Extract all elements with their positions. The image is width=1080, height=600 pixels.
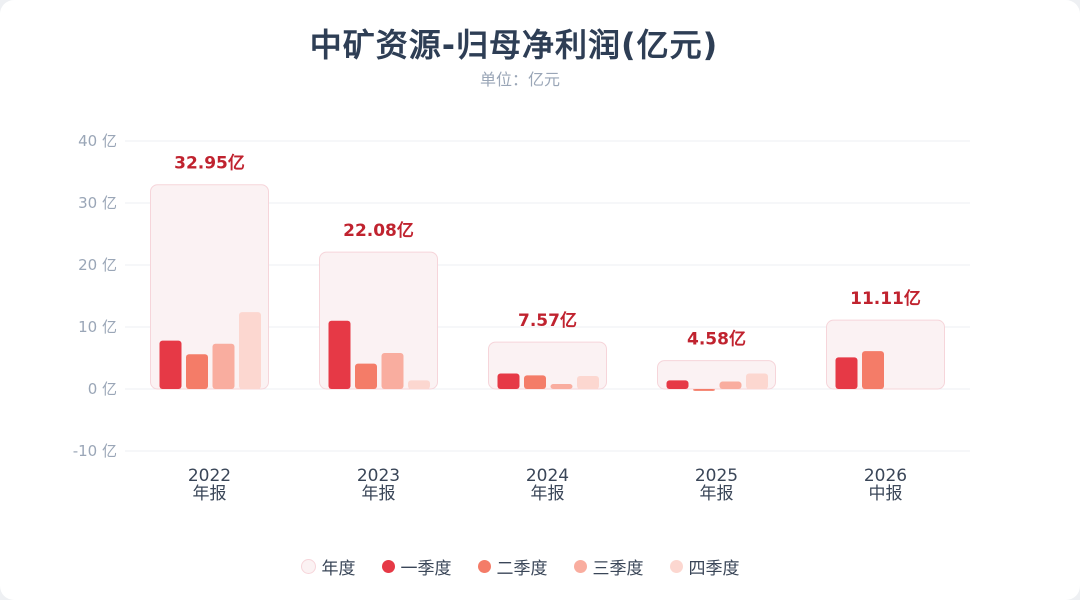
annual-value-label: 22.08亿 [343,220,414,241]
x-tick-period: 年报 [362,484,396,504]
x-tick-year: 2023 [357,466,400,486]
legend-swatch-q3 [573,560,587,573]
x-tick-year: 2024 [526,466,569,486]
legend-item-q3[interactable]: 三季度 [573,554,644,579]
y-tick-label: 40 亿 [78,132,117,150]
chart-subtitle: 单位：亿元 [479,70,560,89]
legend-item-q4[interactable]: 四季度 [669,554,740,579]
quarter-bar [746,373,768,389]
quarter-bar [381,353,404,389]
legend-label-q3: 三季度 [592,559,644,579]
legend-item-q1[interactable]: 一季度 [381,554,452,579]
legend-swatch-q4 [669,560,683,573]
quarter-bar [835,357,858,389]
y-tick-label: 20 亿 [78,256,117,274]
legend-label-annual: 年度 [321,559,356,579]
quarter-bar [408,380,430,389]
legend-item-annual[interactable]: 年度 [300,554,356,579]
y-tick-label: 30 亿 [78,194,117,212]
annual-value-label: 32.95亿 [174,153,245,174]
legend-label-q1: 一季度 [400,559,452,579]
legend-swatch-annual [300,559,316,574]
quarter-bar [355,363,377,389]
legend-label-q4: 四季度 [688,559,740,579]
quarter-bar [862,351,884,389]
x-tick-year: 2026 [864,466,907,486]
quarter-bar [186,354,208,389]
y-tick-label: 10 亿 [78,318,117,336]
legend-item-q2[interactable]: 二季度 [477,554,548,579]
x-tick-period: 中报 [869,484,903,504]
x-tick-period: 年报 [700,484,734,504]
quarter-bar [550,384,573,389]
annual-value-label: 4.58亿 [687,329,746,350]
quarter-bar [239,312,261,389]
y-tick-label: 0 亿 [88,380,117,398]
x-tick-year: 2022 [188,466,231,486]
quarter-bar [666,380,689,389]
quarter-bar [328,320,351,389]
quarter-bar [524,375,546,389]
legend-label-q2: 二季度 [496,559,548,579]
quarter-bar [212,343,235,389]
annual-value-label: 7.57亿 [518,310,577,331]
quarter-bar [497,373,520,389]
quarter-bar [719,381,742,389]
y-tick-label: -10 亿 [73,442,117,460]
quarter-bar [159,340,182,389]
quarter-bar [577,375,599,389]
legend-swatch-q1 [381,560,395,573]
chart-legend: 年度 一季度 二季度 三季度 四季度 [0,554,1040,579]
x-tick-period: 年报 [531,484,565,504]
annual-value-label: 11.11亿 [850,288,921,309]
x-tick-period: 年报 [193,484,227,504]
quarter-bar [693,389,715,391]
legend-swatch-q2 [477,560,491,573]
chart-title: 中矿资源-归母净利润(亿元) [309,26,719,64]
x-tick-year: 2025 [695,466,738,486]
